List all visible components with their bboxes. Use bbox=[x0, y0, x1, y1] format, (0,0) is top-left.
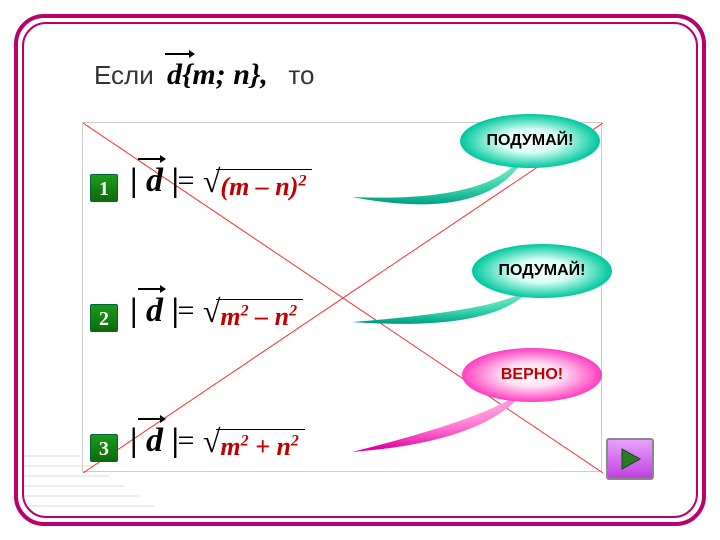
next-button[interactable] bbox=[606, 438, 654, 480]
sqrt-2: √m2 – n2 bbox=[203, 295, 303, 328]
lhs-1: | d | bbox=[130, 162, 179, 200]
feedback-bubble-1: ПОДУМАЙ! bbox=[460, 114, 600, 168]
formula-row-3: | d | = √m2 + n2 bbox=[130, 422, 305, 472]
formula-row-2: | d | = √m2 – n2 bbox=[130, 292, 303, 342]
badge-number: 2 bbox=[99, 308, 109, 330]
badge-number: 3 bbox=[99, 438, 109, 460]
lhs-3: | d | bbox=[130, 422, 179, 460]
option-badge-3[interactable]: 3 bbox=[90, 434, 118, 462]
vector-text: d{m; n}, bbox=[167, 58, 268, 91]
radicand-2: m2 – n2 bbox=[220, 302, 297, 331]
option-badge-2[interactable]: 2 bbox=[90, 304, 118, 332]
equals-2: = bbox=[177, 294, 194, 327]
sqrt-3: √m2 + n2 bbox=[203, 425, 305, 458]
play-icon bbox=[616, 445, 644, 473]
feedback-bubble-3: ВЕРНО! bbox=[462, 348, 602, 402]
if-word: Если bbox=[94, 60, 154, 90]
feedback-text-2: ПОДУМАЙ! bbox=[499, 262, 586, 280]
feedback-bubble-2: ПОДУМАЙ! bbox=[472, 244, 612, 298]
lhs-2: | d | bbox=[130, 292, 179, 330]
slide-content: Если d{m; n}, то 1 | d | = √(m – bbox=[22, 22, 698, 518]
equals-1: = bbox=[177, 164, 194, 197]
badge-number: 1 bbox=[99, 178, 109, 200]
prompt-line: Если d{m; n}, то bbox=[94, 58, 314, 92]
vector-arrow-icon bbox=[138, 412, 166, 424]
feedback-text-1: ПОДУМАЙ! bbox=[487, 132, 574, 150]
option-badge-1[interactable]: 1 bbox=[90, 174, 118, 202]
feedback-text-3: ВЕРНО! bbox=[501, 366, 563, 384]
formula-row-1: | d | = √(m – n)2 bbox=[130, 162, 312, 212]
then-word: то bbox=[288, 60, 314, 90]
radicand-3: m2 + n2 bbox=[220, 432, 299, 461]
vector-expression: d{m; n}, bbox=[167, 58, 268, 92]
vector-arrow-icon bbox=[138, 152, 166, 164]
vector-arrow-icon bbox=[138, 282, 166, 294]
radicand-1: (m – n)2 bbox=[220, 172, 306, 201]
sqrt-1: √(m – n)2 bbox=[203, 165, 313, 198]
equals-3: = bbox=[177, 424, 194, 457]
